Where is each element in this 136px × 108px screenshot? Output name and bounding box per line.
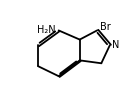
Text: H₂N: H₂N bbox=[37, 25, 56, 35]
Text: N: N bbox=[112, 40, 120, 50]
Text: Br: Br bbox=[100, 22, 110, 32]
